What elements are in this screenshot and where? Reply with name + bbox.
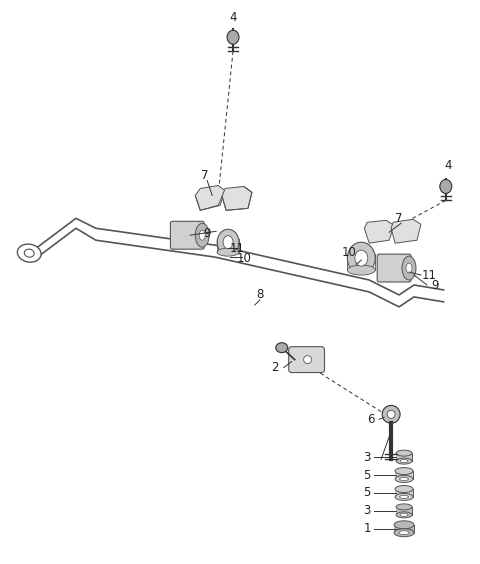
Ellipse shape — [396, 512, 412, 518]
Ellipse shape — [348, 242, 375, 274]
Ellipse shape — [400, 513, 408, 516]
FancyBboxPatch shape — [170, 221, 204, 249]
Text: 7: 7 — [202, 169, 209, 182]
Ellipse shape — [394, 529, 414, 537]
Ellipse shape — [355, 250, 368, 266]
Text: 5: 5 — [363, 487, 371, 500]
Ellipse shape — [223, 236, 233, 249]
Polygon shape — [395, 489, 413, 497]
Text: 9: 9 — [204, 227, 211, 240]
Text: 9: 9 — [431, 280, 439, 293]
Ellipse shape — [199, 230, 205, 240]
Ellipse shape — [217, 248, 239, 256]
Polygon shape — [395, 471, 413, 479]
Ellipse shape — [395, 494, 413, 500]
Ellipse shape — [395, 475, 413, 483]
Polygon shape — [394, 525, 414, 533]
Text: 7: 7 — [396, 212, 403, 225]
Ellipse shape — [399, 495, 408, 499]
Text: 4: 4 — [229, 11, 237, 24]
Polygon shape — [396, 453, 412, 461]
Ellipse shape — [394, 521, 414, 529]
Text: 2: 2 — [271, 361, 278, 374]
Text: 11: 11 — [421, 268, 436, 281]
Ellipse shape — [395, 486, 413, 492]
Polygon shape — [391, 219, 421, 243]
Polygon shape — [222, 187, 252, 210]
Text: 3: 3 — [363, 504, 371, 517]
Polygon shape — [396, 507, 412, 515]
Text: 6: 6 — [368, 413, 375, 426]
Ellipse shape — [396, 504, 412, 510]
Ellipse shape — [304, 356, 312, 364]
Ellipse shape — [17, 244, 41, 262]
Text: 10: 10 — [342, 246, 357, 259]
Ellipse shape — [402, 256, 416, 280]
Text: 3: 3 — [363, 451, 371, 464]
FancyBboxPatch shape — [288, 347, 324, 373]
Ellipse shape — [24, 249, 34, 257]
Ellipse shape — [400, 460, 408, 462]
Text: 10: 10 — [237, 252, 252, 265]
Text: 8: 8 — [256, 288, 264, 301]
Ellipse shape — [406, 263, 412, 273]
Ellipse shape — [395, 468, 413, 474]
Ellipse shape — [399, 478, 408, 481]
Ellipse shape — [382, 406, 400, 424]
Ellipse shape — [227, 30, 239, 44]
Polygon shape — [364, 221, 394, 243]
Ellipse shape — [195, 223, 209, 247]
Ellipse shape — [440, 179, 452, 193]
FancyBboxPatch shape — [377, 254, 411, 282]
Text: 5: 5 — [363, 469, 371, 482]
Ellipse shape — [348, 265, 375, 275]
Ellipse shape — [399, 531, 409, 535]
Ellipse shape — [396, 458, 412, 464]
Text: 11: 11 — [229, 241, 244, 255]
Ellipse shape — [276, 343, 288, 352]
Ellipse shape — [217, 229, 239, 255]
Polygon shape — [195, 186, 225, 210]
Text: 4: 4 — [444, 159, 452, 172]
Ellipse shape — [387, 411, 395, 418]
Ellipse shape — [396, 450, 412, 456]
Text: 1: 1 — [363, 522, 371, 535]
